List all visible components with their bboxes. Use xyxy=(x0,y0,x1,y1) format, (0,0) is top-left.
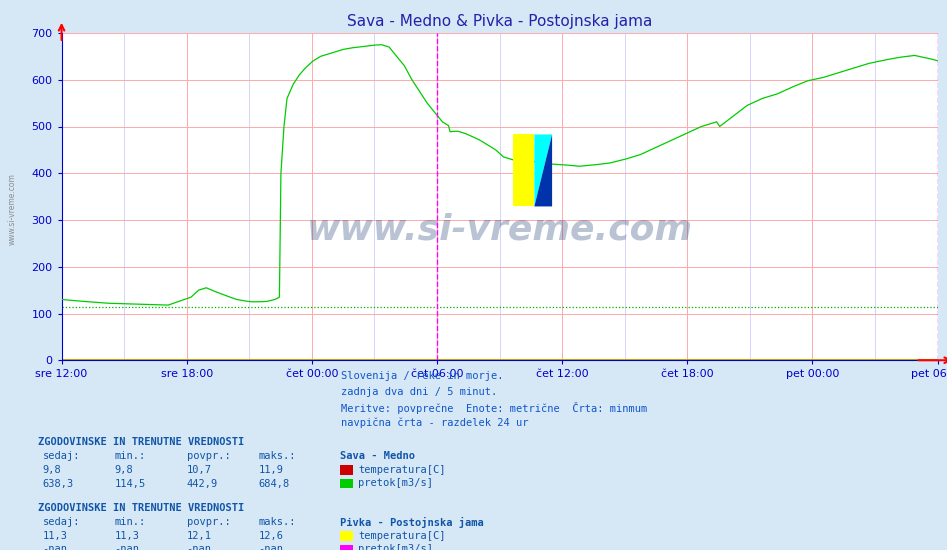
Text: povpr.:: povpr.: xyxy=(187,517,230,527)
Text: -nan: -nan xyxy=(187,544,211,550)
Text: maks.:: maks.: xyxy=(259,451,296,461)
Text: 9,8: 9,8 xyxy=(115,465,134,475)
Text: 442,9: 442,9 xyxy=(187,478,218,488)
Text: -nan: -nan xyxy=(43,544,67,550)
Text: pretok[m3/s]: pretok[m3/s] xyxy=(358,544,433,550)
Bar xyxy=(512,134,534,206)
Text: 12,1: 12,1 xyxy=(187,531,211,541)
Text: temperatura[C]: temperatura[C] xyxy=(358,531,445,541)
Text: www.si-vreme.com: www.si-vreme.com xyxy=(307,212,692,246)
Text: ZGODOVINSKE IN TRENUTNE VREDNOSTI: ZGODOVINSKE IN TRENUTNE VREDNOSTI xyxy=(38,437,244,447)
Text: min.:: min.: xyxy=(115,451,146,461)
Text: 11,9: 11,9 xyxy=(259,465,283,475)
Polygon shape xyxy=(534,134,552,206)
Text: -nan: -nan xyxy=(115,544,139,550)
Text: 11,3: 11,3 xyxy=(115,531,139,541)
Text: temperatura[C]: temperatura[C] xyxy=(358,465,445,475)
Text: Sava - Medno: Sava - Medno xyxy=(340,451,415,461)
Text: 11,3: 11,3 xyxy=(43,531,67,541)
Text: Meritve: povprečne  Enote: metrične  Črta: minmum: Meritve: povprečne Enote: metrične Črta:… xyxy=(341,402,647,414)
Text: pretok[m3/s]: pretok[m3/s] xyxy=(358,478,433,488)
Polygon shape xyxy=(534,134,552,206)
Text: 638,3: 638,3 xyxy=(43,478,74,488)
Text: sedaj:: sedaj: xyxy=(43,517,80,527)
Text: navpična črta - razdelek 24 ur: navpična črta - razdelek 24 ur xyxy=(341,417,528,428)
Text: 114,5: 114,5 xyxy=(115,478,146,488)
Text: 12,6: 12,6 xyxy=(259,531,283,541)
Text: sedaj:: sedaj: xyxy=(43,451,80,461)
Title: Sava - Medno & Pivka - Postojnska jama: Sava - Medno & Pivka - Postojnska jama xyxy=(347,14,652,29)
Text: maks.:: maks.: xyxy=(259,517,296,527)
Text: www.si-vreme.com: www.si-vreme.com xyxy=(8,173,17,245)
Text: 10,7: 10,7 xyxy=(187,465,211,475)
Text: -nan: -nan xyxy=(259,544,283,550)
Text: 684,8: 684,8 xyxy=(259,478,290,488)
Text: Slovenija / reke in morje.: Slovenija / reke in morje. xyxy=(341,371,504,381)
Text: zadnja dva dni / 5 minut.: zadnja dva dni / 5 minut. xyxy=(341,387,497,397)
Text: povpr.:: povpr.: xyxy=(187,451,230,461)
Text: 9,8: 9,8 xyxy=(43,465,62,475)
Text: ZGODOVINSKE IN TRENUTNE VREDNOSTI: ZGODOVINSKE IN TRENUTNE VREDNOSTI xyxy=(38,503,244,513)
Text: min.:: min.: xyxy=(115,517,146,527)
Text: Pivka - Postojnska jama: Pivka - Postojnska jama xyxy=(340,517,484,528)
